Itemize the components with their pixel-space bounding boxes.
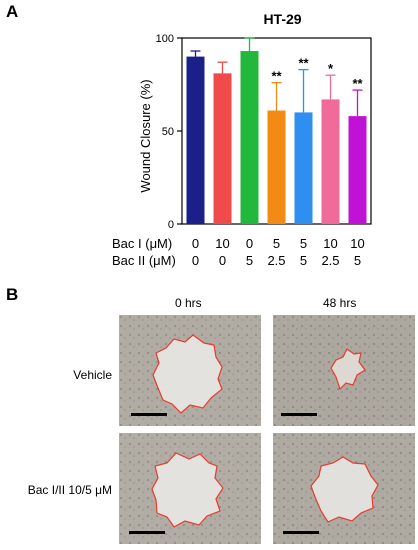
significance-label: *: [328, 61, 334, 76]
bac-i-value: 0: [245, 236, 254, 251]
wound-outline: [151, 452, 224, 528]
bar: [294, 112, 313, 224]
bac-ii-value: 2.5: [267, 253, 286, 268]
bac-i-value: 10: [350, 236, 365, 251]
y-tick-label: 50: [162, 126, 174, 138]
bar: [267, 110, 286, 224]
micrograph-bac-10-5-0hrs: [119, 433, 261, 544]
scale-bar: [281, 413, 317, 416]
bac-i-value: 0: [191, 236, 200, 251]
bac-ii-value: 5: [245, 253, 254, 268]
significance-label: **: [271, 69, 282, 84]
y-tick-label: 100: [156, 33, 174, 45]
condition-label-vehicle: Vehicle: [73, 368, 112, 382]
significance-label: **: [352, 76, 363, 91]
bac-ii-value: 0: [218, 253, 227, 268]
bar: [321, 99, 340, 224]
scale-bar: [283, 531, 319, 534]
micrograph-bac-10-5-48hrs: [273, 433, 415, 544]
bac-ii-value: 5: [353, 253, 362, 268]
bac-ii-value: 0: [191, 253, 200, 268]
bac-ii-row-label: Bac II (μM): [112, 253, 176, 268]
wound-outline: [330, 348, 366, 391]
scale-bar: [131, 413, 167, 416]
significance-label: **: [298, 56, 309, 71]
micrograph-vehicle-48hrs: [273, 315, 415, 426]
bac-i-value: 5: [272, 236, 281, 251]
bac-i-value: 10: [215, 236, 230, 251]
bac-i-value: 10: [323, 236, 338, 251]
bar: [240, 51, 259, 224]
bac-i-value: 5: [299, 236, 308, 251]
wound-outline: [152, 334, 223, 414]
bac-i-row-label: Bac I (μM): [112, 236, 173, 251]
bar: [213, 73, 232, 224]
chart-title: HT-29: [263, 11, 301, 27]
bar: [186, 56, 205, 224]
y-axis-label: Wound Closure (%): [138, 79, 153, 192]
bar: [348, 116, 367, 224]
micrograph-vehicle-0hrs: [119, 315, 261, 426]
bac-ii-value: 2.5: [321, 253, 340, 268]
time-label-0hrs: 0 hrs: [175, 296, 202, 310]
scale-bar: [129, 531, 165, 534]
bac-ii-value: 5: [299, 253, 308, 268]
panel-b-label: B: [6, 285, 19, 304]
panel-a-label: A: [6, 2, 19, 21]
time-label-48hrs: 48 hrs: [323, 296, 357, 310]
wound-outline: [310, 456, 379, 523]
y-tick-label: 0: [168, 219, 174, 231]
condition-label-bac-10-5: Bac I/II 10/5 μM: [27, 483, 112, 497]
